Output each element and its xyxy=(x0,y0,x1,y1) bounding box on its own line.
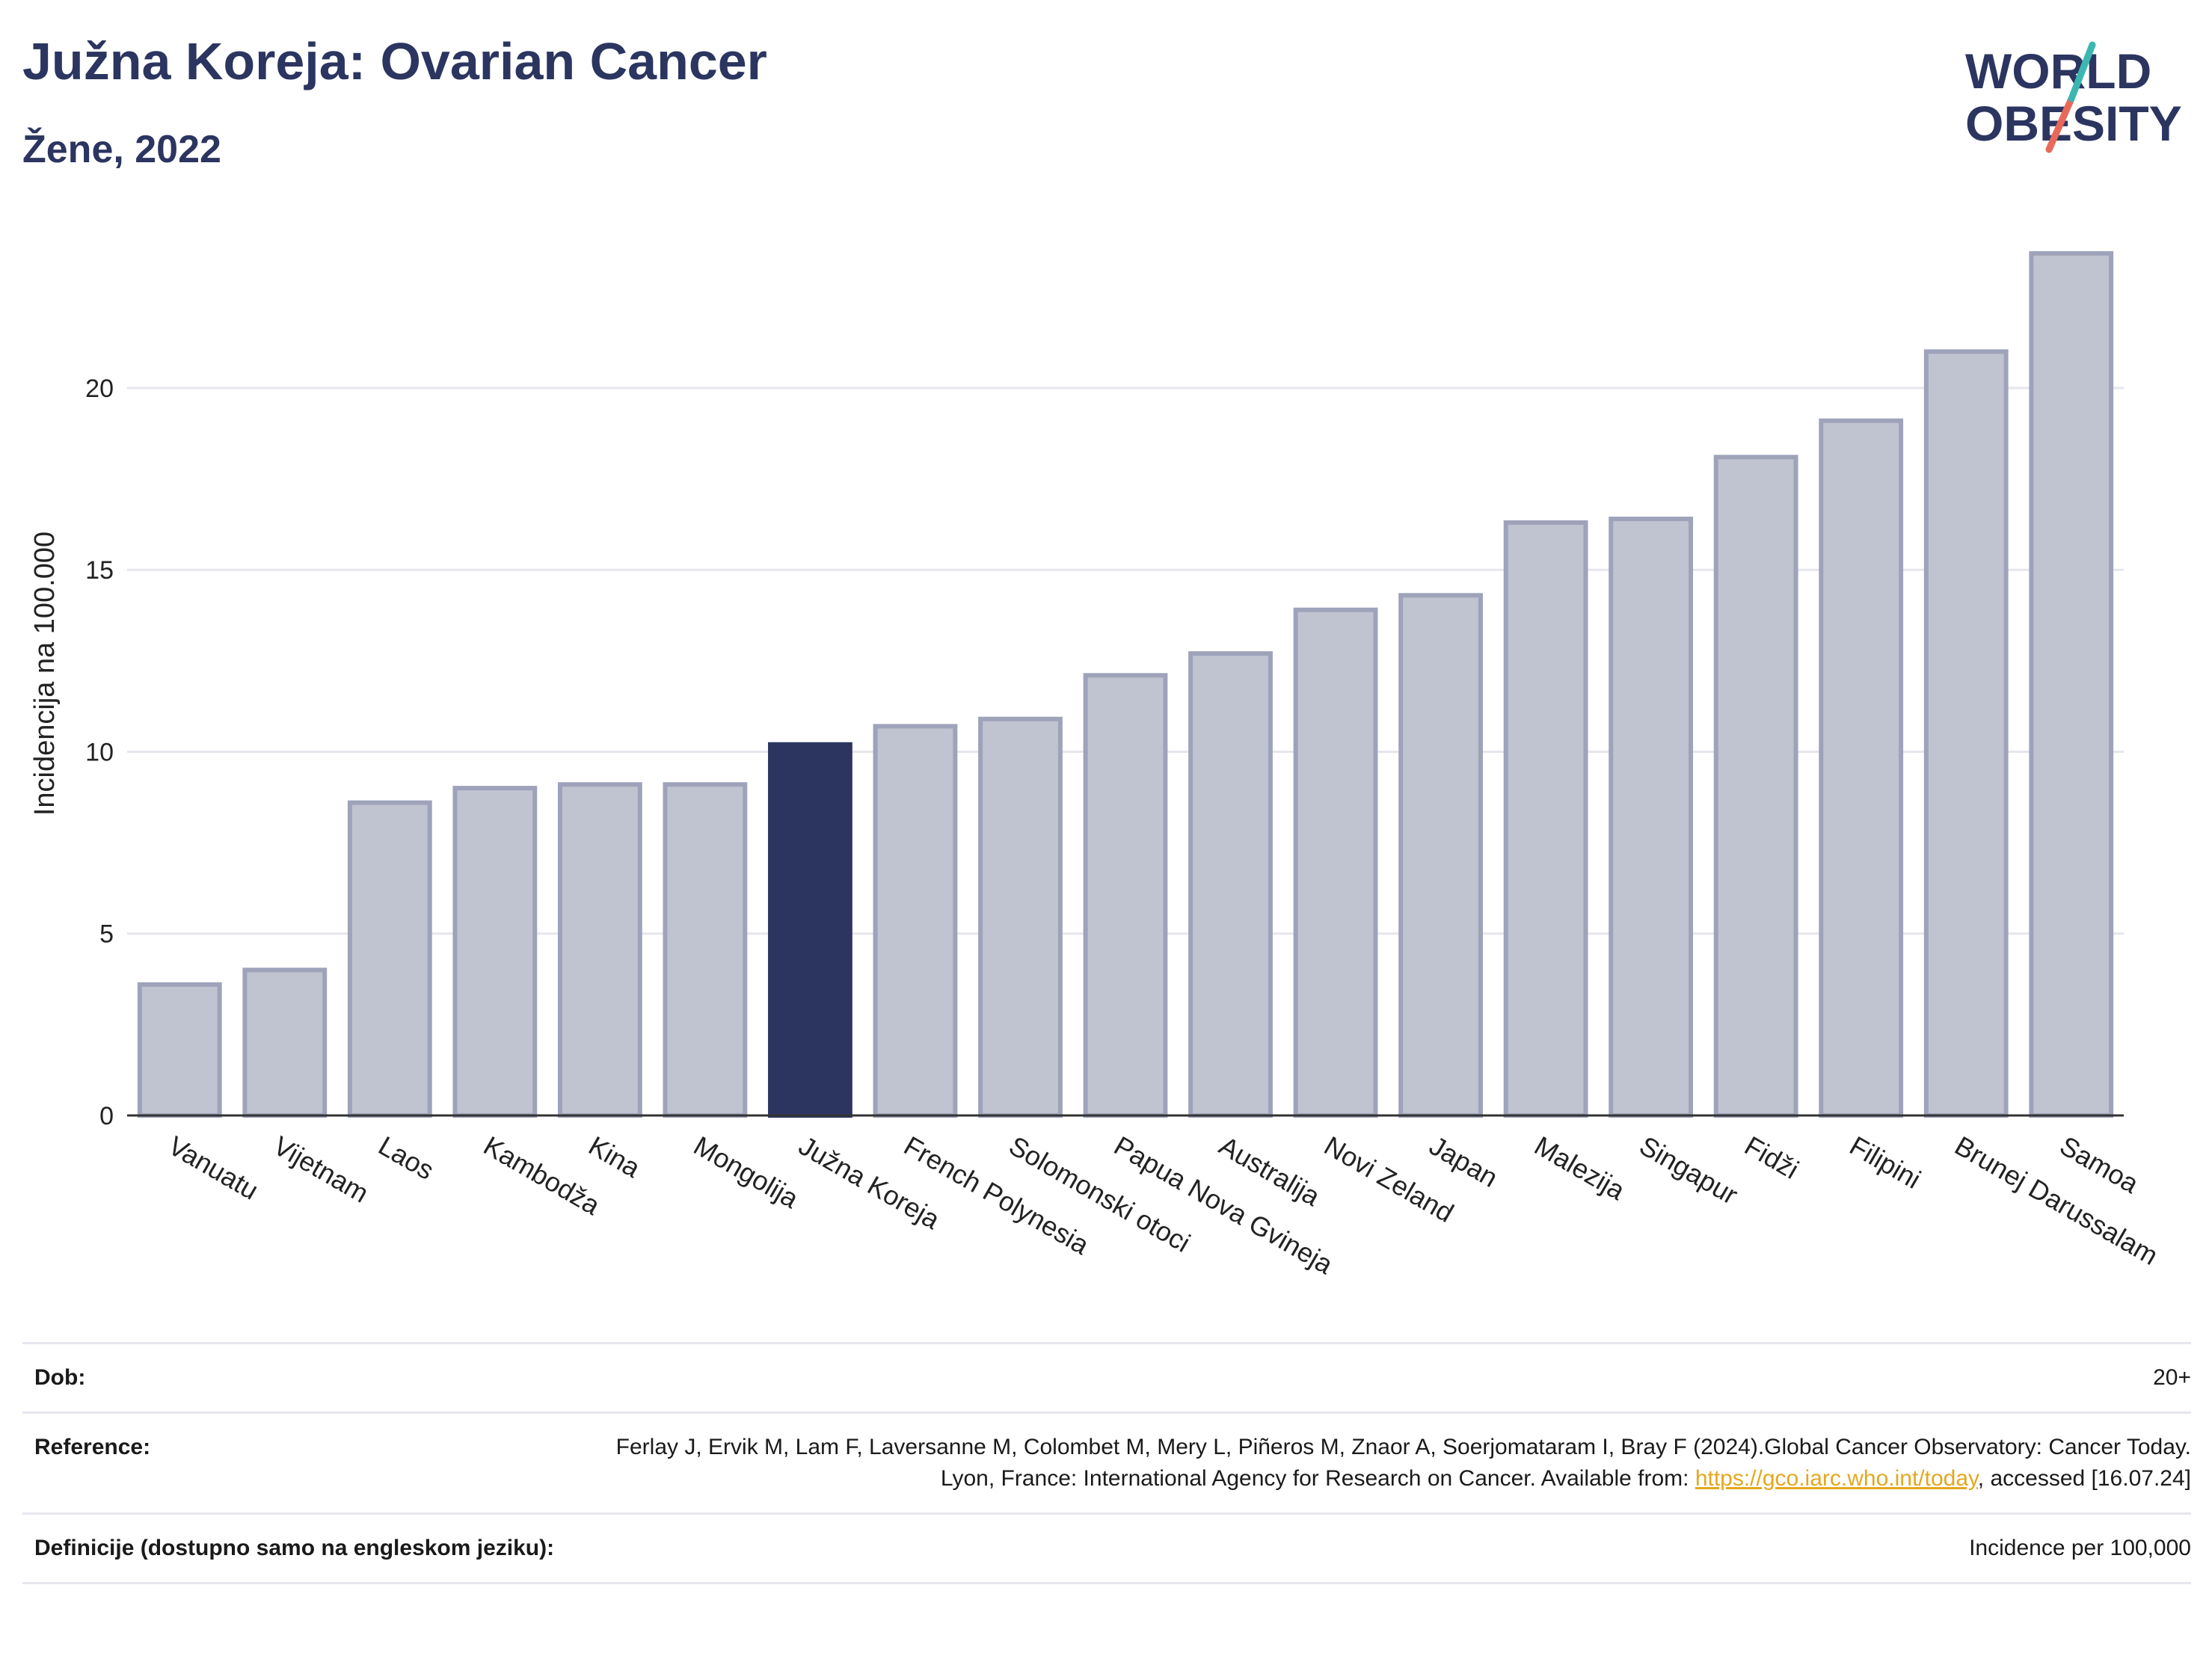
bar xyxy=(557,782,642,1118)
x-tick-label: Vanuatu xyxy=(163,1130,263,1205)
definition-label: Definicije (dostupno samo na engleskom j… xyxy=(34,1536,555,1560)
x-tick-label: Kina xyxy=(583,1130,646,1183)
age-value: 20+ xyxy=(2153,1365,2191,1390)
definition-value: Incidence per 100,000 xyxy=(1969,1536,2191,1560)
bar xyxy=(1083,673,1168,1118)
bar-chart: 0 5 10 15 20 Incidencija na 100.000 Vanuatu Vij… xyxy=(29,250,2163,1281)
x-tick-label: Singapur xyxy=(1635,1130,1743,1210)
logo-line2: OBESITY xyxy=(1965,96,2182,151)
page-subtitle: Žene, 2022 xyxy=(22,128,221,171)
y-tick-label: 0 xyxy=(99,1102,114,1130)
bar xyxy=(347,800,432,1118)
reference-text: Ferlay J, Ervik M, Lam F, Laversanne M, … xyxy=(615,1435,2191,1491)
world-obesity-logo: WORLD OBESITY xyxy=(1965,41,2182,153)
footer-reference-row: Reference: Ferlay J, Ervik M, Lam F, Lav… xyxy=(22,1412,2191,1512)
bar xyxy=(1923,349,2009,1118)
x-tick-label: Brunej Darussalam xyxy=(1950,1130,2163,1271)
x-tick-label: Laos xyxy=(373,1130,439,1186)
reference-value: Ferlay J, Ervik M, Lam F, Laversanne M, … xyxy=(583,1432,2191,1495)
reference-accessed: , accessed [16.07.24] xyxy=(1977,1466,2191,1491)
bar xyxy=(1293,607,1378,1118)
x-tick-label: Filipini xyxy=(1845,1130,1926,1195)
x-tick-label: Japan xyxy=(1425,1130,1503,1193)
bar xyxy=(1188,651,1273,1118)
footer-definition-row: Definicije (dostupno samo na engleskom j… xyxy=(22,1512,2191,1584)
x-tick-label: French Polynesia xyxy=(899,1130,1095,1261)
bar xyxy=(1503,520,1588,1118)
bar xyxy=(452,786,538,1118)
logo-line1: WORLD xyxy=(1965,43,2151,99)
x-tick-label: Fidži xyxy=(1739,1130,1804,1185)
age-label: Dob: xyxy=(34,1365,86,1390)
bar xyxy=(1819,418,1904,1118)
bar xyxy=(663,782,748,1118)
x-tick-label: Kambodža xyxy=(479,1130,606,1221)
x-tick-label: Solomonski otoci xyxy=(1004,1130,1195,1258)
y-tick-label: 20 xyxy=(85,375,114,403)
bar xyxy=(978,716,1063,1118)
y-tick-label: 10 xyxy=(85,738,114,766)
bar xyxy=(768,742,852,1118)
bar xyxy=(873,724,958,1118)
y-tick-label: 15 xyxy=(85,556,114,585)
reference-label: Reference: xyxy=(34,1435,151,1459)
bar xyxy=(1398,593,1483,1118)
x-tick-label: Malezija xyxy=(1529,1130,1631,1206)
bar xyxy=(1609,517,1694,1118)
footer-age-row: Dob: 20+ xyxy=(22,1342,2191,1412)
x-tick-label: Vijetnam xyxy=(268,1130,374,1208)
bar xyxy=(242,967,328,1118)
chart-footer: Dob: 20+ Reference: Ferlay J, Ervik M, L… xyxy=(22,1342,2191,1584)
y-tick-label: 5 xyxy=(99,920,114,949)
y-axis-label: Incidencija na 100.000 xyxy=(29,532,61,816)
bar xyxy=(137,982,222,1118)
reference-link[interactable]: https://gco.iarc.who.int/today xyxy=(1695,1466,1978,1491)
bar xyxy=(1713,455,1798,1118)
x-tick-label: Mongolija xyxy=(689,1130,805,1214)
bar xyxy=(2029,250,2114,1118)
page-title: Južna Koreja: Ovarian Cancer xyxy=(22,32,767,90)
